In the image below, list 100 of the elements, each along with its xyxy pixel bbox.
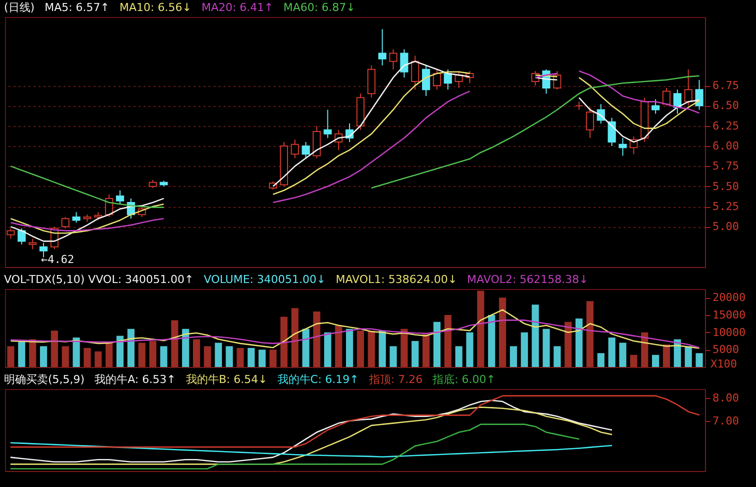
y-tick-label: 6.00 (712, 140, 739, 153)
bar (368, 330, 375, 367)
y-tick-label: 10000 (712, 326, 746, 339)
y-tick-label: 6.50 (712, 99, 739, 112)
bar (466, 332, 474, 367)
bar (106, 342, 113, 367)
bar (149, 341, 156, 367)
candlestick (378, 28, 386, 66)
text: MAVOL1: 538624.00↓ (336, 273, 458, 286)
candlestick (61, 216, 70, 229)
bar (575, 318, 583, 367)
bar (62, 346, 69, 367)
bar (269, 350, 277, 367)
y-tick-label: 5.50 (712, 180, 739, 193)
bar (226, 346, 233, 367)
bar (444, 315, 452, 367)
candlestick (290, 139, 299, 159)
bar (696, 353, 703, 367)
bar (192, 339, 200, 367)
y-tick-label: 8.00 (712, 392, 739, 405)
bar (597, 353, 604, 367)
candlestick (684, 68, 692, 106)
text: MA10: 6.56↓ (120, 1, 192, 14)
candlestick (411, 55, 420, 90)
y-tick-label: 6.25 (712, 119, 739, 132)
text: MAVOL2: 562158.38↓ (467, 273, 588, 286)
chart-title: 明确买卖(5,5,9) (4, 373, 85, 386)
bar (302, 328, 310, 367)
y-tick-label: 7.00 (712, 414, 739, 428)
bar (422, 334, 430, 367)
y-tick-label: 6.75 (712, 79, 739, 92)
bar (488, 315, 496, 367)
candlestick (586, 106, 594, 138)
text: 指底: 6.00↑ (432, 373, 496, 386)
bar (171, 320, 178, 367)
bar (586, 301, 594, 367)
candlestick (389, 48, 398, 70)
bar (390, 346, 397, 367)
candlestick (662, 87, 671, 106)
bar (182, 328, 190, 367)
text: 指顶: 7.26 (368, 373, 423, 386)
text: MA20: 6.41↑ (201, 1, 274, 14)
bar (510, 346, 518, 367)
bar (18, 341, 26, 367)
chart-title: (日线) (4, 1, 35, 14)
candlestick (6, 228, 15, 240)
bar (652, 354, 660, 367)
bar (84, 348, 91, 367)
bar (477, 290, 484, 367)
y-tick-label: 5000 (712, 343, 739, 356)
text: MA60: 6.87↓ (283, 1, 356, 14)
bar (214, 342, 222, 367)
bar (608, 338, 616, 367)
candlestick (302, 142, 310, 159)
candlestick (324, 109, 332, 138)
bar (313, 312, 320, 367)
bar (532, 304, 539, 367)
bar (662, 344, 670, 367)
bar (554, 346, 561, 367)
bar (127, 328, 135, 367)
candlestick (618, 137, 627, 156)
candlestick (18, 228, 26, 245)
bar (94, 351, 102, 367)
candlestick (608, 117, 616, 147)
annotation: ←4.62 (41, 253, 74, 266)
text: MA5: 6.57↑ (44, 1, 110, 14)
candlestick (116, 190, 124, 205)
bar (138, 342, 146, 367)
bar (400, 328, 408, 367)
candlestick (553, 70, 562, 90)
y-axis-title: X100 (710, 358, 737, 370)
text: 我的牛B: 6.54↓ (186, 373, 268, 386)
candlestick (28, 238, 37, 250)
bar (280, 316, 288, 367)
bar (335, 325, 342, 367)
bar (619, 342, 626, 367)
chart-title: VOL-TDX(5,10) VVOL: 340051.00↑ (4, 273, 194, 286)
line-series (10, 424, 580, 470)
bar (346, 328, 354, 367)
bar (204, 346, 212, 367)
bar (520, 332, 528, 367)
bar (258, 350, 266, 367)
bar (356, 330, 364, 367)
bar (498, 298, 506, 367)
bar (50, 330, 58, 367)
candlestick (444, 68, 452, 90)
y-tick-label: 20000 (712, 291, 746, 304)
line-series (10, 395, 700, 448)
line-series (10, 309, 700, 349)
candlestick (651, 98, 660, 114)
bar (542, 328, 550, 367)
line-series (10, 320, 700, 348)
y-tick-label: 5.25 (712, 200, 739, 214)
bar (236, 348, 244, 367)
line-series (10, 442, 613, 458)
bar (291, 308, 298, 367)
bar (116, 336, 124, 367)
bar (564, 322, 572, 367)
bar (7, 346, 14, 367)
bar (160, 346, 168, 367)
